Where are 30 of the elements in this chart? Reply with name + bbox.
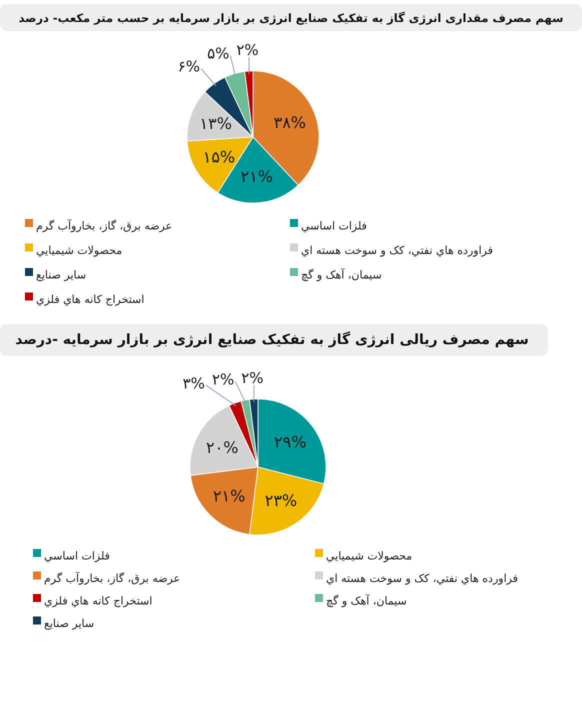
chart-title: سهم مصرف مقداری انرژی گاز به تفکیک صنایع انرژی بر بازار سرمایه بر حسب متر مکعب- درصد [18, 11, 564, 25]
data-label: ۲۱% [240, 166, 273, 186]
data-label: ۲۱% [212, 486, 246, 506]
legend-label: استخراج کانه هاي فلزي [36, 293, 144, 306]
data-label: ۲۳% [264, 491, 298, 510]
legend-label: ساير صنايع [36, 268, 86, 282]
legend-label: محصولات شيميايي [36, 244, 122, 257]
legend-label: فراورده هاي نفتي، کک و سوخت هسته اي [326, 572, 518, 585]
legend-label: فراورده هاي نفتي، کک و سوخت هسته اي [301, 244, 493, 257]
data-label: ۲۰% [206, 438, 238, 457]
data-label: ۲% [236, 41, 259, 60]
legend-label: عرضه برق، گاز، بخاروآب گرم [36, 218, 172, 232]
legend-label: استخراج کانه هاي فلزي [44, 594, 152, 608]
legend-label: محصولات شيميايي [326, 550, 412, 562]
data-label: ۵% [207, 44, 230, 62]
legend-label: ساير صنايع [44, 617, 94, 630]
data-label: ۲% [241, 369, 264, 388]
legend-label: عرضه برق، گاز، بخاروآب گرم [44, 571, 180, 585]
data-label: ۳% [182, 374, 205, 392]
data-label: ۱۳% [200, 114, 232, 134]
legend-label: فلزات اساسي [44, 550, 110, 562]
data-label: ۳۸% [274, 112, 306, 132]
legend-label: سيمان، آهک و گچ [326, 594, 407, 608]
legend-label: سيمان، آهک و گچ [301, 268, 382, 282]
legend-label: فلزات اساسي [301, 220, 367, 232]
data-label: ۲۹% [274, 432, 306, 452]
chart-title: سهم مصرف ریالی انرژی گاز به تفکیک صنایع انرژی بر بازار سرمایه -درصد [15, 331, 529, 348]
data-label: ۲% [212, 370, 234, 389]
data-label: ۱۵% [202, 148, 236, 167]
data-label: ۶% [178, 58, 200, 76]
